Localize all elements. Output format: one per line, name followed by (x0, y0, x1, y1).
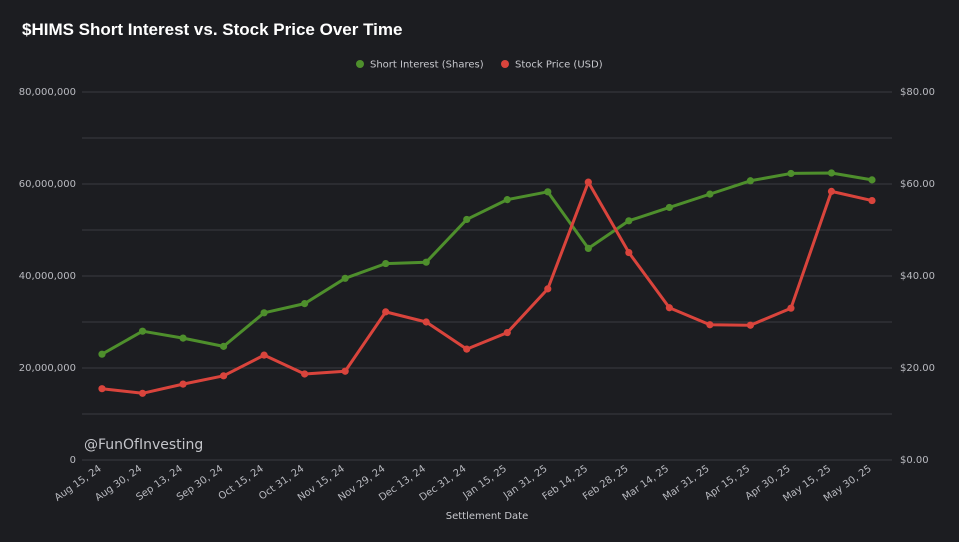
short-interest-point (98, 350, 106, 358)
left-tick-label: 0 (70, 455, 76, 466)
right-tick-label: $60.00 (900, 179, 935, 190)
short-interest-point (706, 190, 714, 198)
legend-label-short-interest: Short Interest (Shares) (370, 60, 484, 71)
right-tick-label: $40.00 (900, 271, 935, 282)
short-interest-point (219, 342, 228, 350)
stock-price-point (219, 372, 228, 380)
short-interest-point (868, 176, 876, 184)
stock-price-point (422, 318, 430, 326)
stock-price-line (100, 180, 874, 395)
short-interest-point (382, 259, 390, 268)
stock-price-point (868, 196, 876, 205)
stock-price-point (503, 328, 511, 337)
stock-price-point (382, 308, 390, 316)
stock-price-point (301, 370, 309, 378)
short-interest-point (544, 188, 552, 196)
stock-price-point (341, 367, 349, 375)
short-interest-point (463, 215, 471, 224)
short-interest-point (625, 217, 633, 225)
left-tick-label: 80,000,000 (19, 87, 76, 98)
stock-price-point (665, 304, 673, 312)
stock-price-point (706, 321, 714, 329)
short-interest-point (138, 327, 147, 335)
watermark-text: @FunOfInvesting (84, 437, 203, 453)
stock-price-point (584, 178, 592, 186)
short-interest-point (260, 309, 268, 317)
short-interest-point (422, 258, 430, 266)
left-tick-label: 60,000,000 (19, 179, 76, 190)
legend-marker-short-interest (356, 60, 364, 68)
right-tick-label: $80.00 (900, 87, 935, 98)
stock-price-point (98, 385, 106, 393)
stock-price-point (827, 187, 836, 195)
short-interest-line (100, 171, 874, 356)
stock-price-point (463, 345, 471, 353)
short-interest-point (665, 203, 673, 212)
short-interest-point (584, 244, 592, 252)
stock-price-point (746, 321, 755, 329)
short-interest-point (179, 334, 187, 342)
short-interest-point (746, 177, 755, 185)
x-tick-label: Jan 15, 25 (461, 463, 509, 501)
stock-price-point (625, 248, 633, 257)
stock-price-point (179, 380, 187, 388)
right-tick-label: $20.00 (900, 363, 935, 374)
stock-price-point (787, 304, 795, 312)
legend-marker-stock-price (501, 60, 509, 68)
left-tick-label: 40,000,000 (19, 271, 76, 282)
short-interest-point (787, 169, 795, 178)
short-interest-point (827, 169, 836, 177)
stock-price-point (138, 389, 147, 397)
stock-price-point (544, 285, 552, 293)
x-axis-title: Settlement Date (446, 511, 529, 522)
stock-price-point (260, 351, 268, 359)
short-interest-point (301, 300, 309, 308)
chart-title: $HIMS Short Interest vs. Stock Price Ove… (22, 20, 403, 39)
legend-label-stock-price: Stock Price (USD) (515, 60, 603, 71)
short-interest-point (341, 274, 349, 282)
left-tick-label: 20,000,000 (19, 363, 76, 374)
short-interest-point (503, 196, 511, 204)
right-tick-label: $0.00 (900, 455, 929, 466)
